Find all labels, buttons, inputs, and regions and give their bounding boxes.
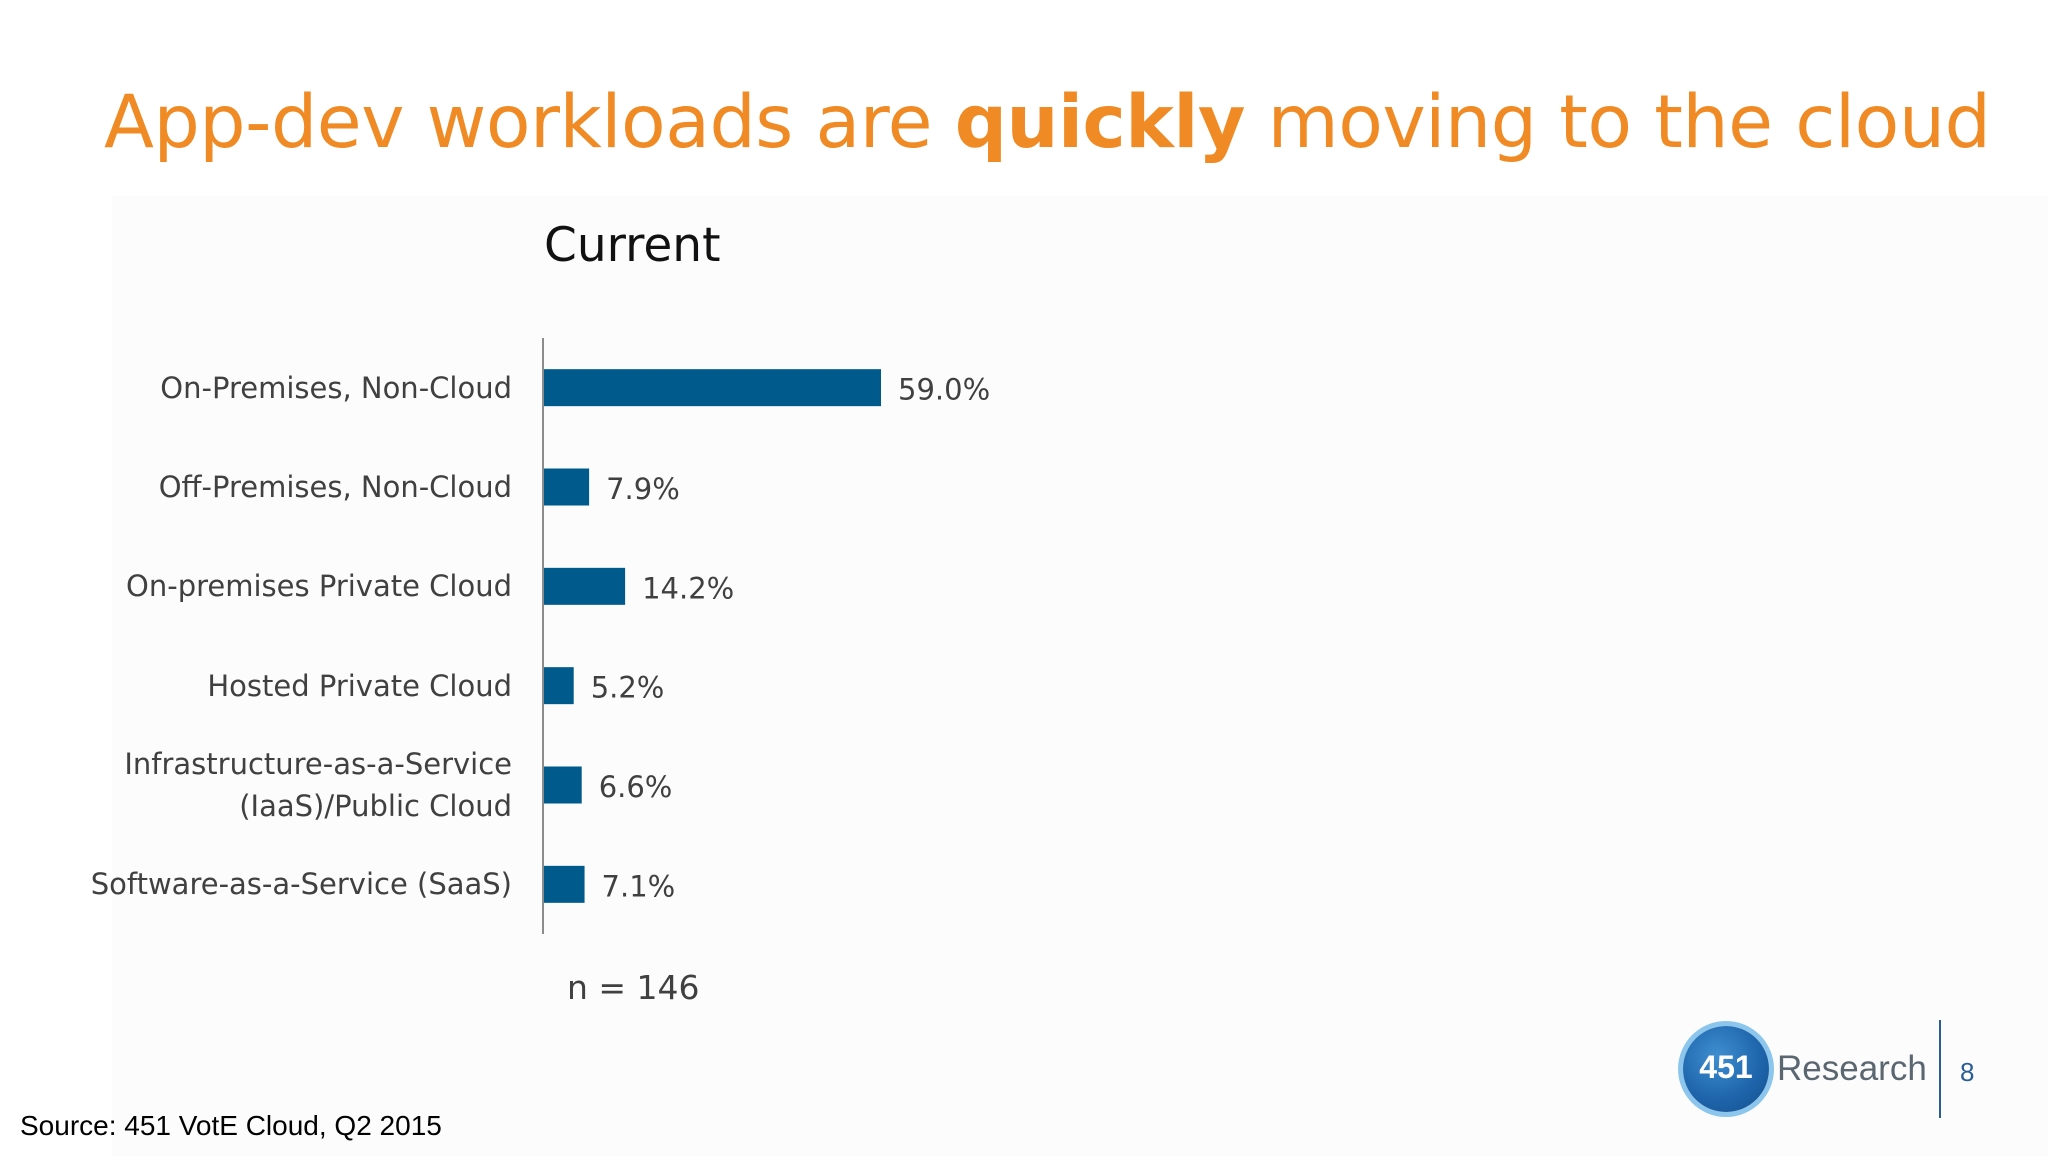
category-label: On-Premises, Non-Cloud [160,370,512,405]
bar [544,667,574,705]
category-label: Off-Premises, Non-Cloud [158,470,512,504]
value-label: 7.9% [606,472,680,506]
source-note: Source: 451 VotE Cloud, Q2 2015 [20,1110,442,1141]
category-label: Software-as-a-Service (SaaS) [90,867,512,902]
bar [544,865,585,903]
bar [544,369,881,407]
sample-size-note: n = 146 [567,968,700,1007]
page-number: 8 [1960,1057,1975,1087]
footer-divider [1939,1020,1941,1118]
category-label: Hosted Private Cloud [207,668,512,703]
category-label: On-premises Private Cloud [126,569,512,604]
slide-title: App-dev workloads are quickly moving to … [104,80,1991,165]
logo-number: 451 [1699,1049,1753,1085]
bar [544,468,590,506]
value-label: 7.1% [602,869,676,903]
logo-wordmark: Research [1777,1049,1927,1088]
chart-title: Current [544,218,721,273]
title-emphasis: quickly [954,80,1246,165]
bar [544,766,582,804]
title-part-1: App-dev workloads are [104,80,955,165]
chart-panel [112,196,2048,1156]
logo-circle-icon [1683,1026,1769,1112]
value-label: 6.6% [599,770,673,804]
bar [544,567,626,605]
category-label: Infrastructure-as-a-Service (IaaS)/Publi… [124,747,512,823]
value-label: 59.0% [898,373,990,407]
value-label: 14.2% [642,571,734,605]
value-label: 5.2% [591,671,665,705]
title-part-2: moving to the cloud [1244,80,1991,165]
